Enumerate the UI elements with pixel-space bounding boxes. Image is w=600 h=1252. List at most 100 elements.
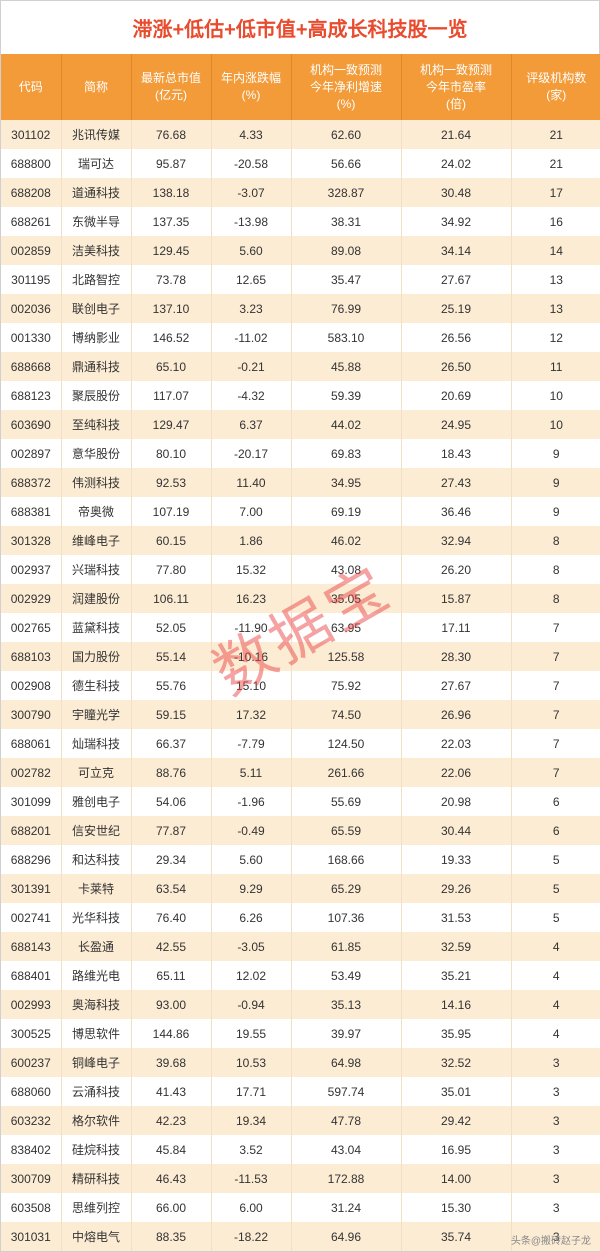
cell: 10	[511, 381, 600, 410]
cell: 5.60	[211, 236, 291, 265]
col-header-2: 最新总市值(亿元)	[131, 54, 211, 120]
cell: 63.95	[291, 613, 401, 642]
table-row: 688296和达科技29.345.60168.6619.335	[1, 845, 600, 874]
cell: 35.01	[401, 1077, 511, 1106]
cell: 001330	[1, 323, 61, 352]
table-row: 300709精研科技46.43-11.53172.8814.003	[1, 1164, 600, 1193]
table-row: 002859洁美科技129.455.6089.0834.1414	[1, 236, 600, 265]
cell: 17	[511, 178, 600, 207]
cell: 300525	[1, 1019, 61, 1048]
cell: 88.76	[131, 758, 211, 787]
cell: 25.19	[401, 294, 511, 323]
cell: 7	[511, 700, 600, 729]
cell: 137.10	[131, 294, 211, 323]
cell: 3	[511, 1077, 600, 1106]
table-row: 688143长盈通42.55-3.0561.8532.594	[1, 932, 600, 961]
cell: 597.74	[291, 1077, 401, 1106]
cell: 17.32	[211, 700, 291, 729]
cell: 8	[511, 584, 600, 613]
cell: 9	[511, 468, 600, 497]
cell: 3	[511, 1135, 600, 1164]
cell: 6.00	[211, 1193, 291, 1222]
cell: 17.11	[401, 613, 511, 642]
cell: 144.86	[131, 1019, 211, 1048]
col-header-6: 评级机构数(家)	[511, 54, 600, 120]
cell: 117.07	[131, 381, 211, 410]
cell: 博思软件	[61, 1019, 131, 1048]
table-row: 688668鼎通科技65.10-0.2145.8826.5011	[1, 352, 600, 381]
table-row: 002929润建股份106.1116.2335.0515.878	[1, 584, 600, 613]
table-row: 301391卡莱特63.549.2965.2929.265	[1, 874, 600, 903]
cell: 4	[511, 990, 600, 1019]
cell: 301099	[1, 787, 61, 816]
cell: 27.43	[401, 468, 511, 497]
cell: 20.98	[401, 787, 511, 816]
table-row: 002897意华股份80.10-20.1769.8318.439	[1, 439, 600, 468]
cell: 32.94	[401, 526, 511, 555]
cell: 138.18	[131, 178, 211, 207]
cell: 34.95	[291, 468, 401, 497]
cell: 路维光电	[61, 961, 131, 990]
cell: 66.00	[131, 1193, 211, 1222]
cell: 002929	[1, 584, 61, 613]
table-row: 301328维峰电子60.151.8646.0232.948	[1, 526, 600, 555]
cell: 意华股份	[61, 439, 131, 468]
cell: 1.86	[211, 526, 291, 555]
cell: 可立克	[61, 758, 131, 787]
cell: 光华科技	[61, 903, 131, 932]
cell: 002859	[1, 236, 61, 265]
cell: 宇瞳光学	[61, 700, 131, 729]
table-row: 002908德生科技55.7615.1075.9227.677	[1, 671, 600, 700]
cell: 39.97	[291, 1019, 401, 1048]
table-row: 001330博纳影业146.52-11.02583.1026.5612	[1, 323, 600, 352]
cell: 89.08	[291, 236, 401, 265]
cell: 3	[511, 1048, 600, 1077]
cell: 129.45	[131, 236, 211, 265]
cell: 76.68	[131, 120, 211, 149]
cell: 45.88	[291, 352, 401, 381]
cell: -20.17	[211, 439, 291, 468]
cell: 16	[511, 207, 600, 236]
cell: 301195	[1, 265, 61, 294]
cell: 鼎通科技	[61, 352, 131, 381]
table-row: 002741光华科技76.406.26107.3631.535	[1, 903, 600, 932]
cell: -10.16	[211, 642, 291, 671]
cell: 45.84	[131, 1135, 211, 1164]
cell: 31.53	[401, 903, 511, 932]
cell: 11	[511, 352, 600, 381]
cell: 7	[511, 613, 600, 642]
cell: 146.52	[131, 323, 211, 352]
cell: 16.23	[211, 584, 291, 613]
cell: 17.71	[211, 1077, 291, 1106]
cell: 德生科技	[61, 671, 131, 700]
cell: 261.66	[291, 758, 401, 787]
cell: 蓝黛科技	[61, 613, 131, 642]
cell: 道通科技	[61, 178, 131, 207]
cell: 8	[511, 526, 600, 555]
table-row: 688123聚辰股份117.07-4.3259.3920.6910	[1, 381, 600, 410]
cell: 10.53	[211, 1048, 291, 1077]
cell: 88.35	[131, 1222, 211, 1251]
cell: 14.00	[401, 1164, 511, 1193]
cell: 35.47	[291, 265, 401, 294]
table-header-row: 代码简称最新总市值(亿元)年内涨跌幅(%)机构一致预测今年净利增速(%)机构一致…	[1, 54, 600, 120]
table-row: 002937兴瑞科技77.8015.3243.0826.208	[1, 555, 600, 584]
cell: 15.10	[211, 671, 291, 700]
cell: 12.02	[211, 961, 291, 990]
cell: 688401	[1, 961, 61, 990]
stock-table-container: 滞涨+低估+低市值+高成长科技股一览 代码简称最新总市值(亿元)年内涨跌幅(%)…	[0, 0, 600, 1252]
table-row: 688381帝奥微107.197.0069.1936.469	[1, 497, 600, 526]
cell: 8	[511, 555, 600, 584]
cell: -0.94	[211, 990, 291, 1019]
cell: 107.36	[291, 903, 401, 932]
col-header-3: 年内涨跌幅(%)	[211, 54, 291, 120]
cell: 5	[511, 845, 600, 874]
cell: 兴瑞科技	[61, 555, 131, 584]
cell: 002908	[1, 671, 61, 700]
cell: -11.02	[211, 323, 291, 352]
cell: 73.78	[131, 265, 211, 294]
cell: 7	[511, 671, 600, 700]
cell: 19.55	[211, 1019, 291, 1048]
cell: 688143	[1, 932, 61, 961]
table-row: 688201信安世纪77.87-0.4965.5930.446	[1, 816, 600, 845]
